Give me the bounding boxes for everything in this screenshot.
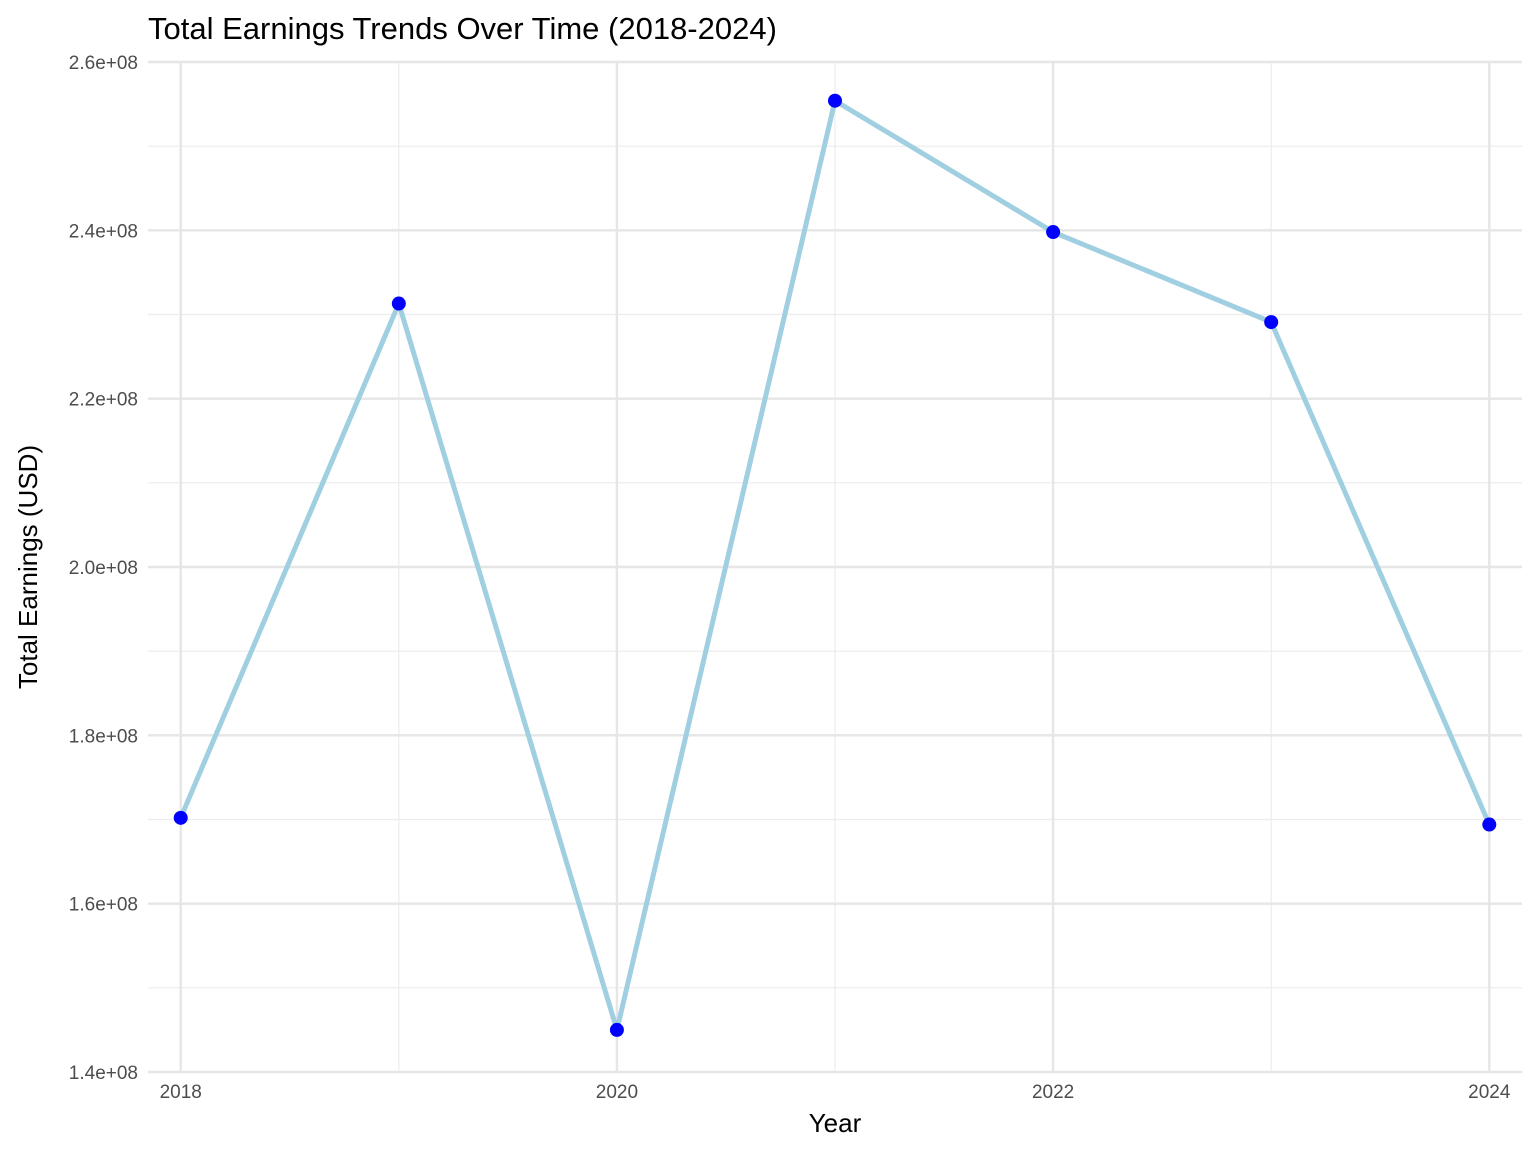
data-point xyxy=(828,93,842,108)
x-axis-ticks: 2018 2020 2022 2024 xyxy=(160,1082,1511,1103)
chart-title: Total Earnings Trends Over Time (2018-20… xyxy=(148,11,777,46)
y-axis-ticks: 1.4e+08 1.6e+08 1.8e+08 2.0e+08 2.2e+08 2.4e+… xyxy=(69,53,138,1084)
data-point xyxy=(1482,817,1497,832)
series-points-group xyxy=(173,93,1497,1037)
grid xyxy=(148,60,1522,1074)
y-tick-label: 1.8e+08 xyxy=(69,726,138,747)
y-tick-label: 2.6e+08 xyxy=(69,53,138,74)
y-tick-label: 1.4e+08 xyxy=(69,1063,138,1084)
x-tick-label: 2020 xyxy=(596,1082,638,1103)
y-tick-label: 1.6e+08 xyxy=(69,895,138,916)
x-tick-label: 2024 xyxy=(1468,1082,1511,1103)
x-axis-title: Year xyxy=(809,1108,862,1138)
data-point xyxy=(173,810,188,825)
y-tick-label: 2.4e+08 xyxy=(69,221,138,242)
y-tick-label: 2.2e+08 xyxy=(69,390,138,411)
data-point xyxy=(609,1022,624,1037)
data-point xyxy=(1046,225,1061,240)
y-tick-label: 2.0e+08 xyxy=(69,558,138,579)
data-point xyxy=(1264,315,1279,330)
x-tick-label: 2018 xyxy=(160,1082,202,1103)
data-point xyxy=(391,296,406,311)
y-axis-title: Total Earnings (USD) xyxy=(13,445,43,689)
x-tick-label: 2022 xyxy=(1032,1082,1074,1103)
